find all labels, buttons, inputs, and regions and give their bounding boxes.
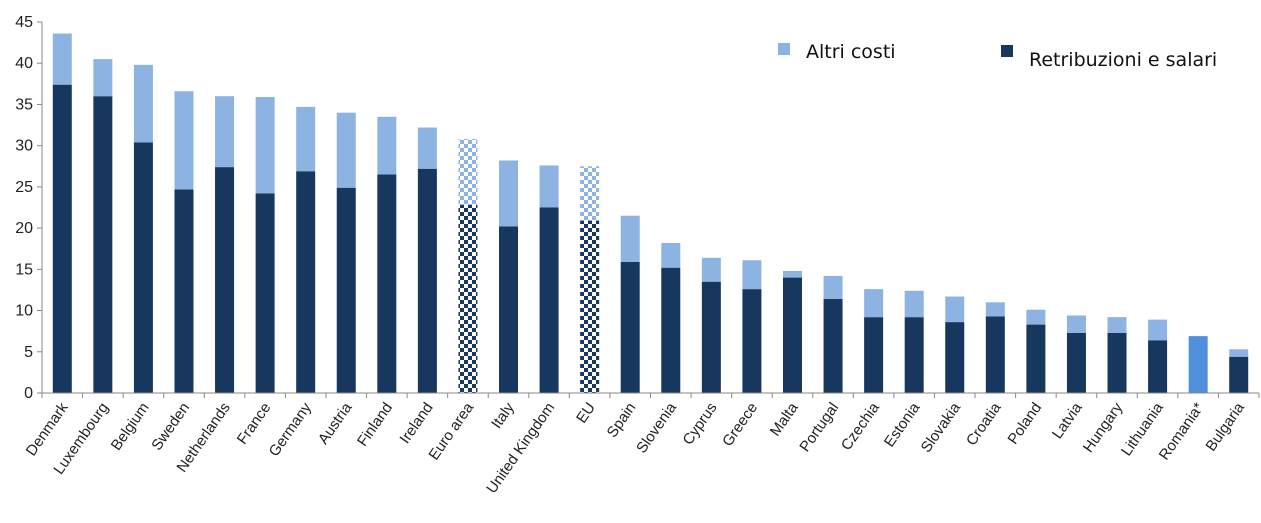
bar-retribuzioni-sweden [174, 189, 194, 393]
bar-retribuzioni-slovenia [661, 267, 681, 393]
x-tick-label-croatia: Croatia [963, 399, 1005, 449]
bar-altri-costi-slovakia [945, 296, 965, 323]
bars [52, 33, 1249, 393]
y-tick-label: 15 [15, 261, 33, 278]
bar-retribuzioni-finland [377, 174, 397, 393]
bar-retribuzioni-belgium [133, 142, 153, 393]
bar-altri-costi-netherlands [215, 96, 235, 168]
bar-altri-costi-finland [377, 116, 397, 175]
bar-altri-costi-greece [742, 260, 762, 290]
bar-altri-costi-portugal [823, 275, 843, 300]
x-tick-label-belgium: Belgium [108, 400, 153, 454]
bar-retribuzioni-croatia [985, 316, 1005, 393]
bar-retribuzioni-malta [782, 277, 802, 393]
y-axis: 0 5 10 15 20 25 30 35 40 45 [15, 14, 43, 402]
bar-altri-costi-eu [580, 166, 600, 221]
x-tick-label-france: France [234, 400, 275, 448]
x-tick-label-slovakia: Slovakia [918, 399, 965, 456]
bar-retribuzioni-denmark [52, 84, 72, 393]
bar-retribuzioni-portugal [823, 299, 843, 393]
bar-retribuzioni-czechia [864, 317, 884, 393]
x-tick-label-portugal: Portugal [796, 400, 842, 456]
legend-swatch-retribuzioni-e-salari [1001, 45, 1013, 57]
bar-altri-costi-hungary [1107, 317, 1127, 333]
x-tick-label-latvia: Latvia [1049, 399, 1086, 442]
x-tick-label-malta: Malta [767, 399, 802, 439]
bar-retribuzioni-slovakia [945, 322, 965, 393]
bar-retribuzioni-italy [499, 226, 519, 393]
x-tick-label-germany: Germany [266, 399, 316, 460]
x-axis: DenmarkLuxembourgBelgiumSwedenNetherland… [23, 392, 1260, 497]
x-tick-label-bulgaria: Bulgaria [1202, 399, 1248, 454]
bar-altri-costi-luxembourg [93, 59, 113, 97]
bar-retribuzioni-cyprus [701, 281, 721, 393]
bar-altri-costi-poland [1026, 309, 1046, 325]
bar-retribuzioni-greece [742, 289, 762, 393]
bar-retribuzioni-ireland [417, 168, 437, 393]
bar-altri-costi-slovenia [661, 242, 681, 268]
x-tick-label-italy: Italy [488, 399, 518, 432]
bar-retribuzioni-spain [620, 261, 640, 393]
x-tick-label-cyprus: Cyprus [679, 400, 720, 449]
legend-label-retribuzioni-e-salari: Retribuzioni e salari [1029, 49, 1217, 71]
bar-retribuzioni-hungary [1107, 332, 1127, 393]
bar-retribuzioni-lithuania [1148, 340, 1168, 393]
bar-altri-costi-lithuania [1148, 319, 1168, 341]
bar-altri-costi-denmark [52, 33, 72, 85]
x-tick-label-eu: EU [573, 400, 599, 427]
y-tick-label: 25 [15, 179, 33, 196]
bar-altri-costi-estonia [904, 290, 924, 318]
bar-retribuzioni-austria [336, 187, 356, 393]
x-tick-label-estonia: Estonia [881, 399, 924, 450]
bar-retribuzioni-germany [296, 171, 316, 393]
bar-altri-costi-malta [782, 270, 802, 278]
bar-retribuzioni-poland [1026, 324, 1046, 393]
bar-retribuzioni-united-kingdom [539, 207, 559, 393]
bar-altri-costi-euro-area [458, 139, 478, 206]
y-tick-label: 20 [15, 220, 33, 237]
bar-altri-costi-germany [296, 106, 316, 172]
bar-retribuzioni-luxembourg [93, 96, 113, 393]
bar-altri-costi-france [255, 97, 275, 194]
bar-altri-costi-latvia [1066, 315, 1086, 333]
y-tick-label: 40 [15, 55, 33, 72]
bar-altri-costi-cyprus [701, 257, 721, 282]
bar-retribuzioni-euro-area [458, 205, 478, 393]
bar-total-romania [1188, 336, 1208, 393]
bar-altri-costi-belgium [133, 64, 153, 143]
legend-label-altri-costi: Altri costi [806, 41, 896, 63]
y-tick-label: 30 [15, 138, 33, 155]
x-tick-label-austria: Austria [315, 399, 356, 448]
x-tick-label-finland: Finland [354, 400, 396, 450]
y-tick-label: 45 [15, 14, 33, 31]
bar-retribuzioni-eu [580, 220, 600, 393]
bar-retribuzioni-estonia [904, 317, 924, 393]
legend-swatch-altri-costi [778, 43, 790, 55]
legend: Altri costi Retribuzioni e salari [778, 41, 1217, 71]
bar-retribuzioni-france [255, 193, 275, 393]
bar-retribuzioni-bulgaria [1229, 356, 1249, 393]
x-tick-label-spain: Spain [604, 400, 640, 441]
y-tick-label: 5 [24, 344, 33, 361]
x-tick-label-slovenia: Slovenia [633, 399, 680, 456]
x-tick-label-czechia: Czechia [838, 399, 883, 454]
bar-altri-costi-spain [620, 215, 640, 262]
bar-altri-costi-croatia [985, 302, 1005, 317]
x-tick-label-poland: Poland [1004, 400, 1045, 448]
y-tick-label: 0 [24, 385, 33, 402]
bar-altri-costi-united-kingdom [539, 165, 559, 208]
bar-altri-costi-austria [336, 112, 356, 188]
bar-altri-costi-bulgaria [1229, 349, 1249, 357]
bar-retribuzioni-latvia [1066, 332, 1086, 393]
bar-retribuzioni-netherlands [215, 167, 235, 393]
x-tick-label-greece: Greece [719, 400, 761, 450]
bar-altri-costi-sweden [174, 91, 194, 190]
bar-altri-costi-czechia [864, 289, 884, 318]
bar-altri-costi-ireland [417, 127, 437, 169]
y-tick-label: 10 [15, 303, 33, 320]
x-tick-label-ireland: Ireland [396, 400, 436, 447]
y-tick-label: 35 [15, 96, 33, 113]
bar-altri-costi-italy [499, 160, 519, 227]
